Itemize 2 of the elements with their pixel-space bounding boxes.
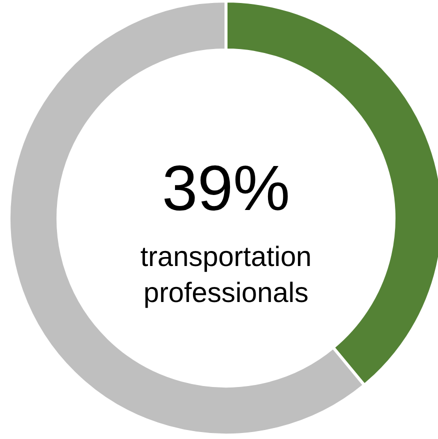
text: transportation professionals — [140, 241, 312, 308]
data-label: 39% — [162, 152, 290, 224]
